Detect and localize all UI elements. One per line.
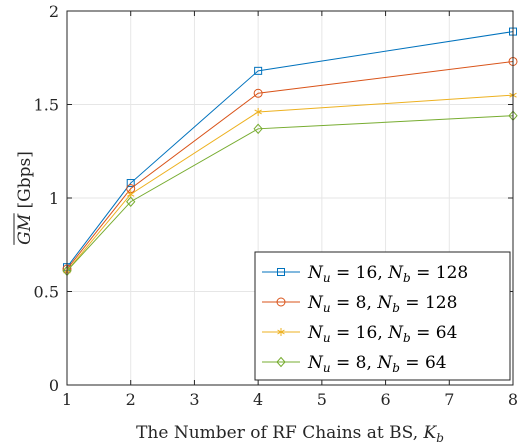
legend-label: Nu = 16, Nb = 64 <box>307 323 457 345</box>
legend-swatch-marker <box>276 356 286 368</box>
legend-entry: Nu = 16, Nb = 64 <box>262 323 457 345</box>
data-point <box>126 196 136 207</box>
data-point <box>254 66 263 75</box>
y-tick-label: 1.5 <box>34 96 59 115</box>
legend-swatch-marker <box>277 328 285 336</box>
legend-swatch-marker <box>277 268 285 276</box>
data-point <box>254 107 262 116</box>
legend-value: 64 <box>436 323 458 343</box>
legend-value: 128 <box>436 263 468 283</box>
legend-value: 8 <box>356 353 367 373</box>
legend-label: Nu = 8, Nb = 64 <box>307 353 447 375</box>
series-lines <box>62 27 518 277</box>
series-1 <box>63 27 517 272</box>
series-line <box>66 94 514 272</box>
series-line <box>66 31 514 268</box>
series-line <box>66 60 514 270</box>
legend-value: 128 <box>425 293 457 313</box>
legend-entry: Nu = 8, Nb = 64 <box>262 353 447 375</box>
axis-ticks: 1 2 3 4 5 6 7 8 0 0.5 1 1.5 2 <box>34 2 518 409</box>
legend-value: 16 <box>356 263 378 283</box>
data-point <box>126 179 135 188</box>
y-tick-label: 1 <box>49 189 59 208</box>
y-tick-label: 0 <box>49 376 59 395</box>
x-tick-label: 4 <box>253 390 263 409</box>
y-axis-label: GM [Gbps] <box>13 151 35 245</box>
legend-label: Nu = 16, Nb = 128 <box>307 263 468 285</box>
x-tick-label: 5 <box>317 390 327 409</box>
legend-swatch-marker <box>276 297 286 307</box>
x-axis-label: The Number of RF Chains at BS, Kb <box>136 423 444 445</box>
legend-label: Nu = 8, Nb = 128 <box>307 293 457 315</box>
legend-value: 64 <box>425 353 447 373</box>
y-tick-label: 0.5 <box>34 283 59 302</box>
x-tick-label: 1 <box>62 390 72 409</box>
y-axis-label-unit-text: [Gbps] <box>15 151 35 208</box>
x-tick-label: 6 <box>380 390 390 409</box>
x-axis-label-text: The Number of RF Chains at BS, <box>136 423 423 443</box>
legend: Nu = 16, Nb = 128 Nu = 8, Nb = 128 Nu = 16… <box>254 251 511 381</box>
legend-value: 16 <box>356 323 378 343</box>
series-line <box>66 115 514 272</box>
legend-entry: Nu = 8, Nb = 128 <box>262 293 457 315</box>
y-axis-label-var: GM <box>15 213 35 245</box>
legend-entry: Nu = 16, Nb = 128 <box>262 263 468 285</box>
x-axis-label-sub: b <box>436 431 444 445</box>
x-tick-label: 7 <box>444 390 454 409</box>
x-axis-label-var: K <box>423 423 438 443</box>
data-point <box>253 123 263 135</box>
legend-value: 8 <box>356 293 367 313</box>
y-tick-label: 2 <box>49 2 59 21</box>
svg-text:GM [Gbps]: GM [Gbps] <box>15 151 35 245</box>
x-tick-label: 2 <box>126 390 136 409</box>
x-tick-label: 3 <box>189 390 199 409</box>
legend-box <box>254 251 511 381</box>
x-tick-label: 8 <box>508 390 518 409</box>
data-point <box>253 88 263 98</box>
